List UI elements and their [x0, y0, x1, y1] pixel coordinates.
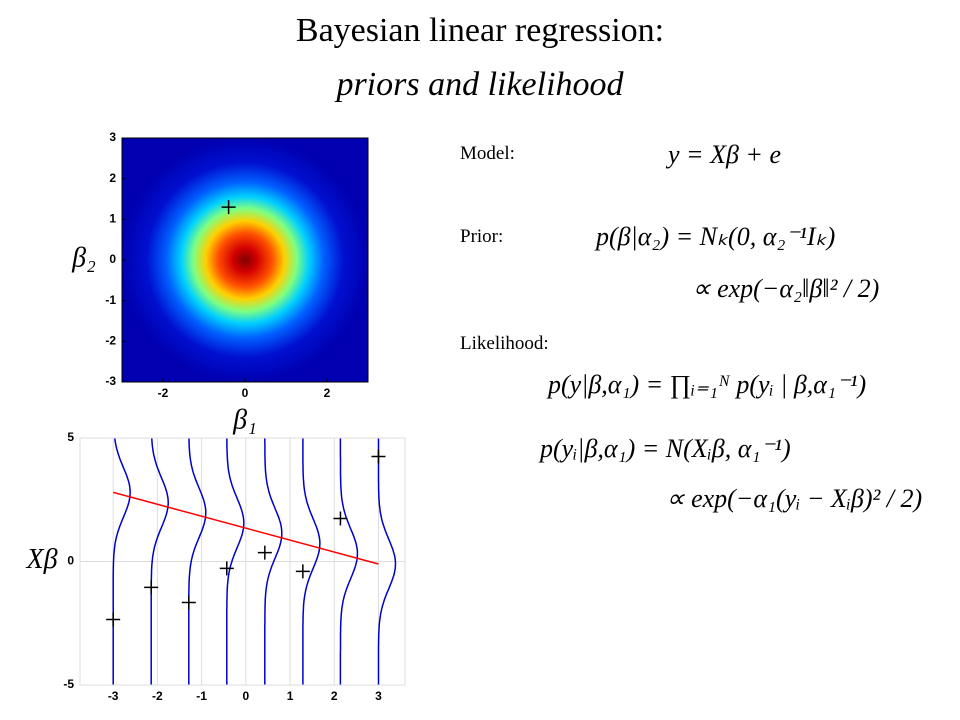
- label: Prior:: [460, 226, 504, 247]
- likelihood-curve: [302, 438, 321, 685]
- marker: [221, 200, 236, 215]
- x-tick-label: 2: [324, 386, 331, 400]
- equation: p(y|β,α₁) = ∏ᵢ₌₁ᴺ p(yᵢ | β,α₁⁻¹): [548, 370, 867, 399]
- likelihood-curve: [226, 437, 245, 685]
- likelihood-curve: [188, 437, 207, 685]
- equation: y = Xβ + e: [668, 140, 782, 169]
- likelihood-curve: [339, 438, 359, 685]
- heatmap: [122, 138, 368, 382]
- equation: p(β|α₂) = Nₖ(0, α₂⁻¹Iₖ): [596, 222, 836, 251]
- y-tick-label: -2: [105, 334, 116, 348]
- marker: [181, 595, 196, 610]
- likelihood-curve: [377, 438, 397, 685]
- marker: [144, 580, 159, 595]
- x-tick-label: -2: [152, 689, 163, 703]
- marker: [333, 511, 348, 526]
- x-tick-label: -3: [108, 689, 119, 703]
- y-tick-label: 1: [109, 212, 116, 226]
- equation: p(yᵢ|β,α₁) = N(Xᵢβ, α₁⁻¹): [540, 434, 791, 463]
- x-axis-label: β₁: [232, 404, 257, 435]
- likelihood-curve: [264, 438, 283, 685]
- marker: [257, 545, 272, 560]
- y-tick-label: -5: [63, 677, 74, 691]
- x-tick-label: -2: [158, 386, 169, 400]
- label: Likelihood:: [460, 333, 549, 354]
- y-axis-label: β₂: [71, 242, 96, 273]
- y-tick-label: -3: [105, 374, 116, 388]
- fit-line: [112, 491, 379, 565]
- x-tick-label: 2: [331, 689, 338, 703]
- subtitle: priors and likelihood: [336, 66, 624, 103]
- equation: ∝ exp(−α₂‖β‖² / 2): [692, 274, 880, 303]
- y-tick-label: 2: [109, 171, 116, 185]
- marker: [106, 612, 121, 627]
- y-tick-label: 3: [109, 130, 116, 144]
- y-tick-label: 0: [67, 554, 74, 568]
- y-tick-label: -1: [105, 293, 116, 307]
- y-axis-label: Xβ: [25, 544, 57, 575]
- axes-frame: [121, 137, 369, 383]
- y-tick-label: 0: [109, 252, 116, 266]
- x-tick-label: 3: [375, 689, 382, 703]
- marker: [295, 564, 310, 579]
- axes-frame: [79, 437, 406, 686]
- x-tick-label: 0: [242, 689, 249, 703]
- label: Model:: [460, 143, 515, 164]
- marker: [371, 449, 386, 464]
- title: Bayesian linear regression:: [295, 12, 665, 49]
- likelihood-curve: [150, 437, 169, 685]
- y-tick-label: 5: [67, 430, 74, 444]
- x-tick-label: 1: [287, 689, 294, 703]
- equation: ∝ exp(−α₁(yᵢ − Xᵢβ)² / 2): [666, 484, 923, 513]
- marker: [219, 561, 234, 576]
- x-tick-label: -1: [196, 689, 207, 703]
- x-tick-label: 0: [242, 386, 249, 400]
- likelihood-curve: [112, 437, 131, 685]
